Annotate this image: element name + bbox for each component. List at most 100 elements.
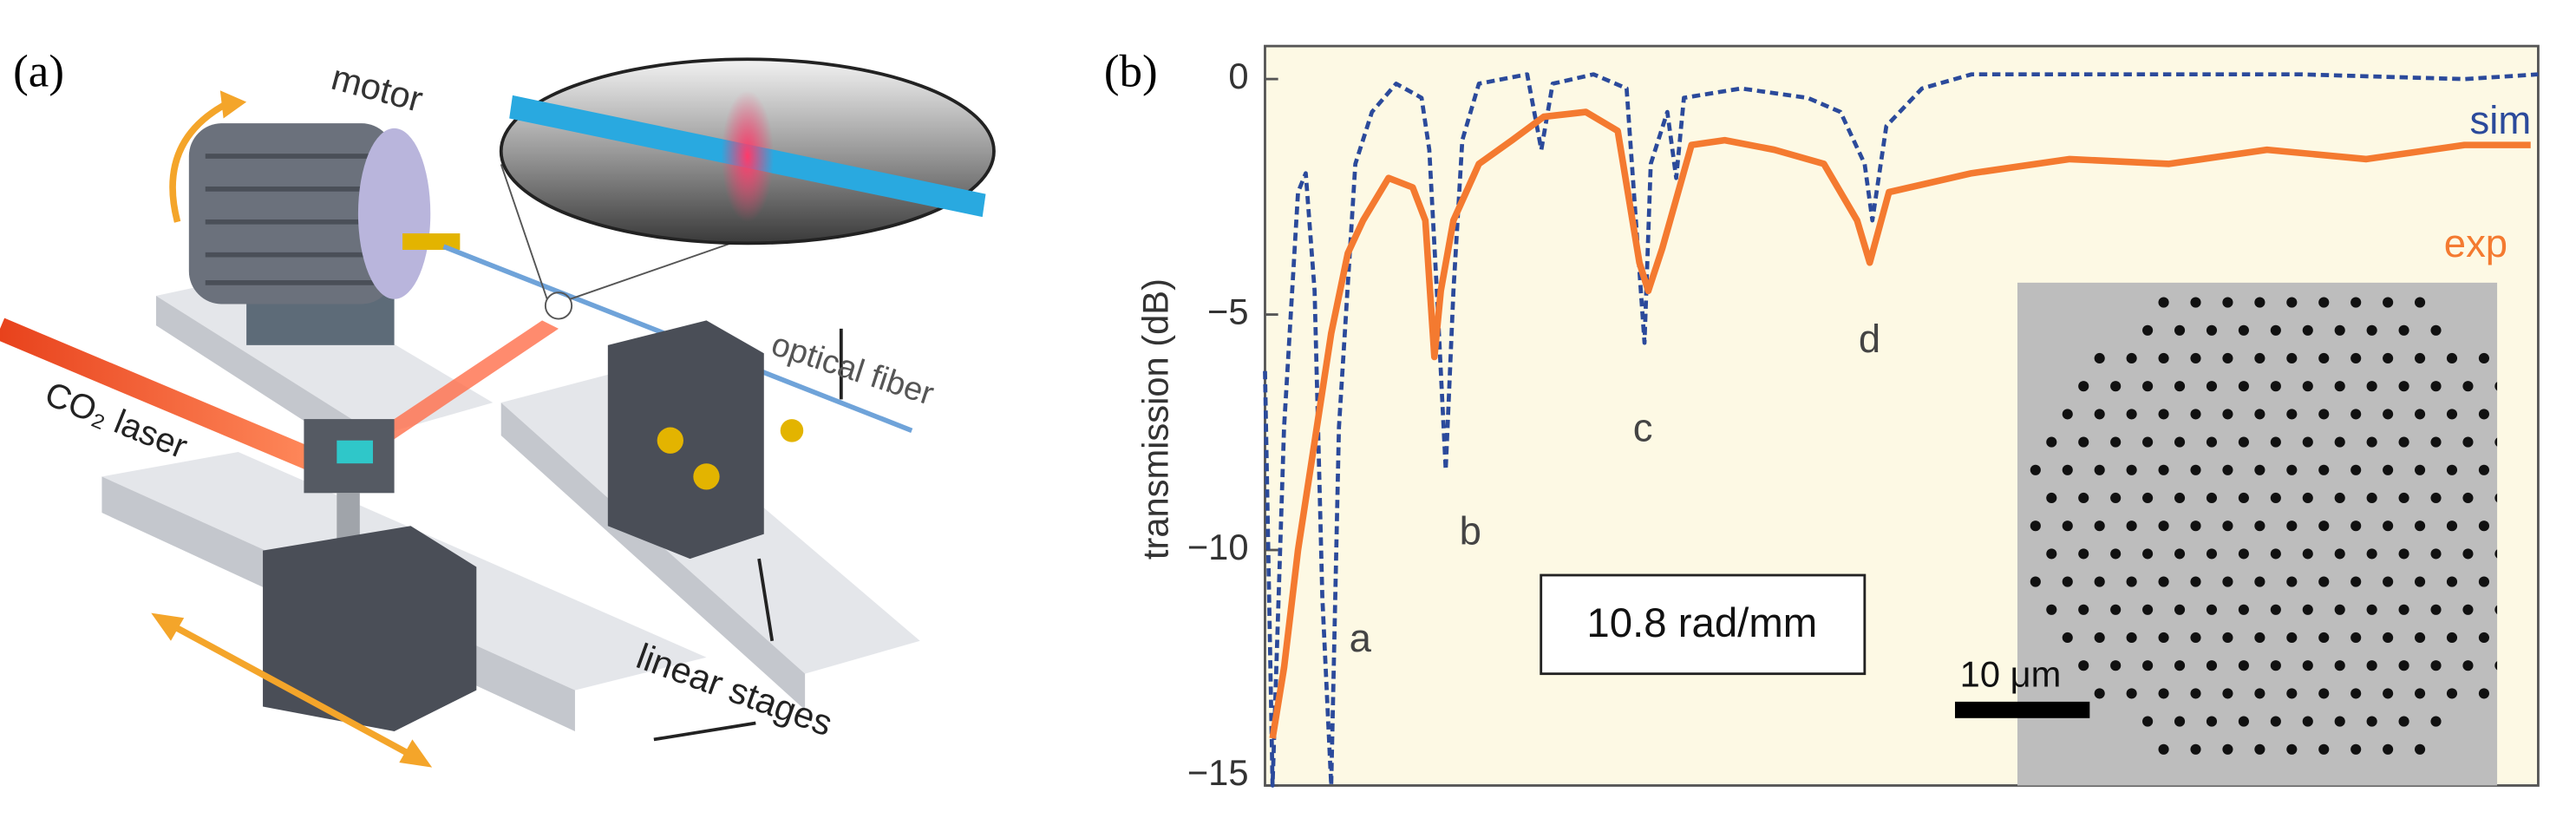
pore: [2414, 297, 2426, 308]
pore: [2366, 716, 2377, 727]
pore: [2350, 632, 2362, 644]
pore: [2383, 576, 2394, 587]
y-axis-label: transmission (dB): [1134, 278, 1175, 560]
pore: [2046, 492, 2057, 504]
pore: [2254, 521, 2265, 532]
pore: [2270, 436, 2281, 448]
label-box: [1540, 573, 1867, 676]
annotation: b: [1460, 509, 1481, 553]
knob: [780, 419, 804, 442]
pore: [2414, 632, 2426, 644]
inset: [2017, 282, 2498, 786]
pore: [2126, 409, 2137, 420]
pore: [2446, 409, 2458, 420]
scale-bar: [1955, 701, 2090, 718]
pore: [2478, 409, 2489, 420]
pore: [2350, 297, 2362, 308]
pore: [2222, 352, 2233, 364]
pore: [2222, 521, 2233, 532]
pore: [2286, 409, 2298, 420]
arrow-head: [399, 739, 433, 768]
motor-ribs: [205, 154, 382, 285]
pore: [2206, 716, 2218, 727]
pore: [2494, 493, 2498, 503]
series-line: [1263, 72, 2539, 788]
pore: [2062, 632, 2073, 644]
pore: [2366, 492, 2377, 504]
pore: [2383, 632, 2394, 644]
pore: [2222, 743, 2233, 755]
pore: [2383, 743, 2394, 755]
stage: [500, 403, 806, 710]
pore: [2126, 521, 2137, 532]
pore: [2126, 688, 2137, 699]
pore: [2430, 660, 2442, 671]
pore: [2126, 576, 2137, 587]
pore: [2190, 632, 2201, 644]
box-label: 10.8 rad/mm: [1586, 600, 1817, 646]
pore: [2190, 297, 2201, 308]
pore: [2190, 688, 2201, 699]
pore: [2350, 743, 2362, 755]
pointer: [757, 558, 775, 642]
pore: [2430, 548, 2442, 560]
pore: [2254, 297, 2265, 308]
pore: [2238, 716, 2249, 727]
pore: [2398, 492, 2409, 504]
pore: [2270, 324, 2281, 336]
pore: [2383, 297, 2394, 308]
pore: [2030, 576, 2041, 587]
pore: [2062, 521, 2073, 532]
pore: [2462, 660, 2474, 671]
pore: [2302, 324, 2313, 336]
fiber-holder: [607, 320, 764, 560]
pore: [2478, 576, 2489, 587]
pore: [2446, 352, 2458, 364]
pore: [2174, 492, 2186, 504]
fiber-label: optical fiber: [767, 326, 938, 413]
pore: [2302, 436, 2313, 448]
pore: [2238, 492, 2249, 504]
series-line: [1269, 108, 2531, 739]
pore: [2366, 381, 2377, 392]
pore: [2142, 716, 2154, 727]
pore: [2206, 492, 2218, 504]
pointer: [653, 721, 756, 742]
pore: [2126, 632, 2137, 644]
pore: [2174, 716, 2186, 727]
pore: [2094, 409, 2105, 420]
pore: [2398, 660, 2409, 671]
pore: [2446, 576, 2458, 587]
pore: [2030, 521, 2041, 532]
zoom-circle: [544, 291, 573, 320]
pore: [2094, 352, 2105, 364]
pore: [2206, 436, 2218, 448]
motor-label: motor: [327, 56, 427, 120]
pore: [2110, 660, 2122, 671]
pore: [2286, 297, 2298, 308]
pore: [2350, 464, 2362, 475]
pore: [2398, 381, 2409, 392]
pore: [2383, 409, 2394, 420]
pore: [2398, 604, 2409, 615]
pore: [2286, 576, 2298, 587]
pore: [2222, 297, 2233, 308]
pore: [2318, 297, 2330, 308]
pore: [2110, 548, 2122, 560]
pore: [2462, 548, 2474, 560]
pore: [2142, 324, 2154, 336]
panel-label: (b): [1104, 46, 1158, 96]
pore: [2334, 716, 2345, 727]
pore: [2286, 743, 2298, 755]
pore: [2350, 352, 2362, 364]
pore: [2046, 548, 2057, 560]
pore: [2430, 381, 2442, 392]
pore: [2190, 409, 2201, 420]
pore: [2158, 632, 2169, 644]
pore: [2174, 381, 2186, 392]
pore: [2158, 576, 2169, 587]
pore: [2190, 464, 2201, 475]
pore: [2478, 521, 2489, 532]
pore: [2030, 464, 2041, 475]
